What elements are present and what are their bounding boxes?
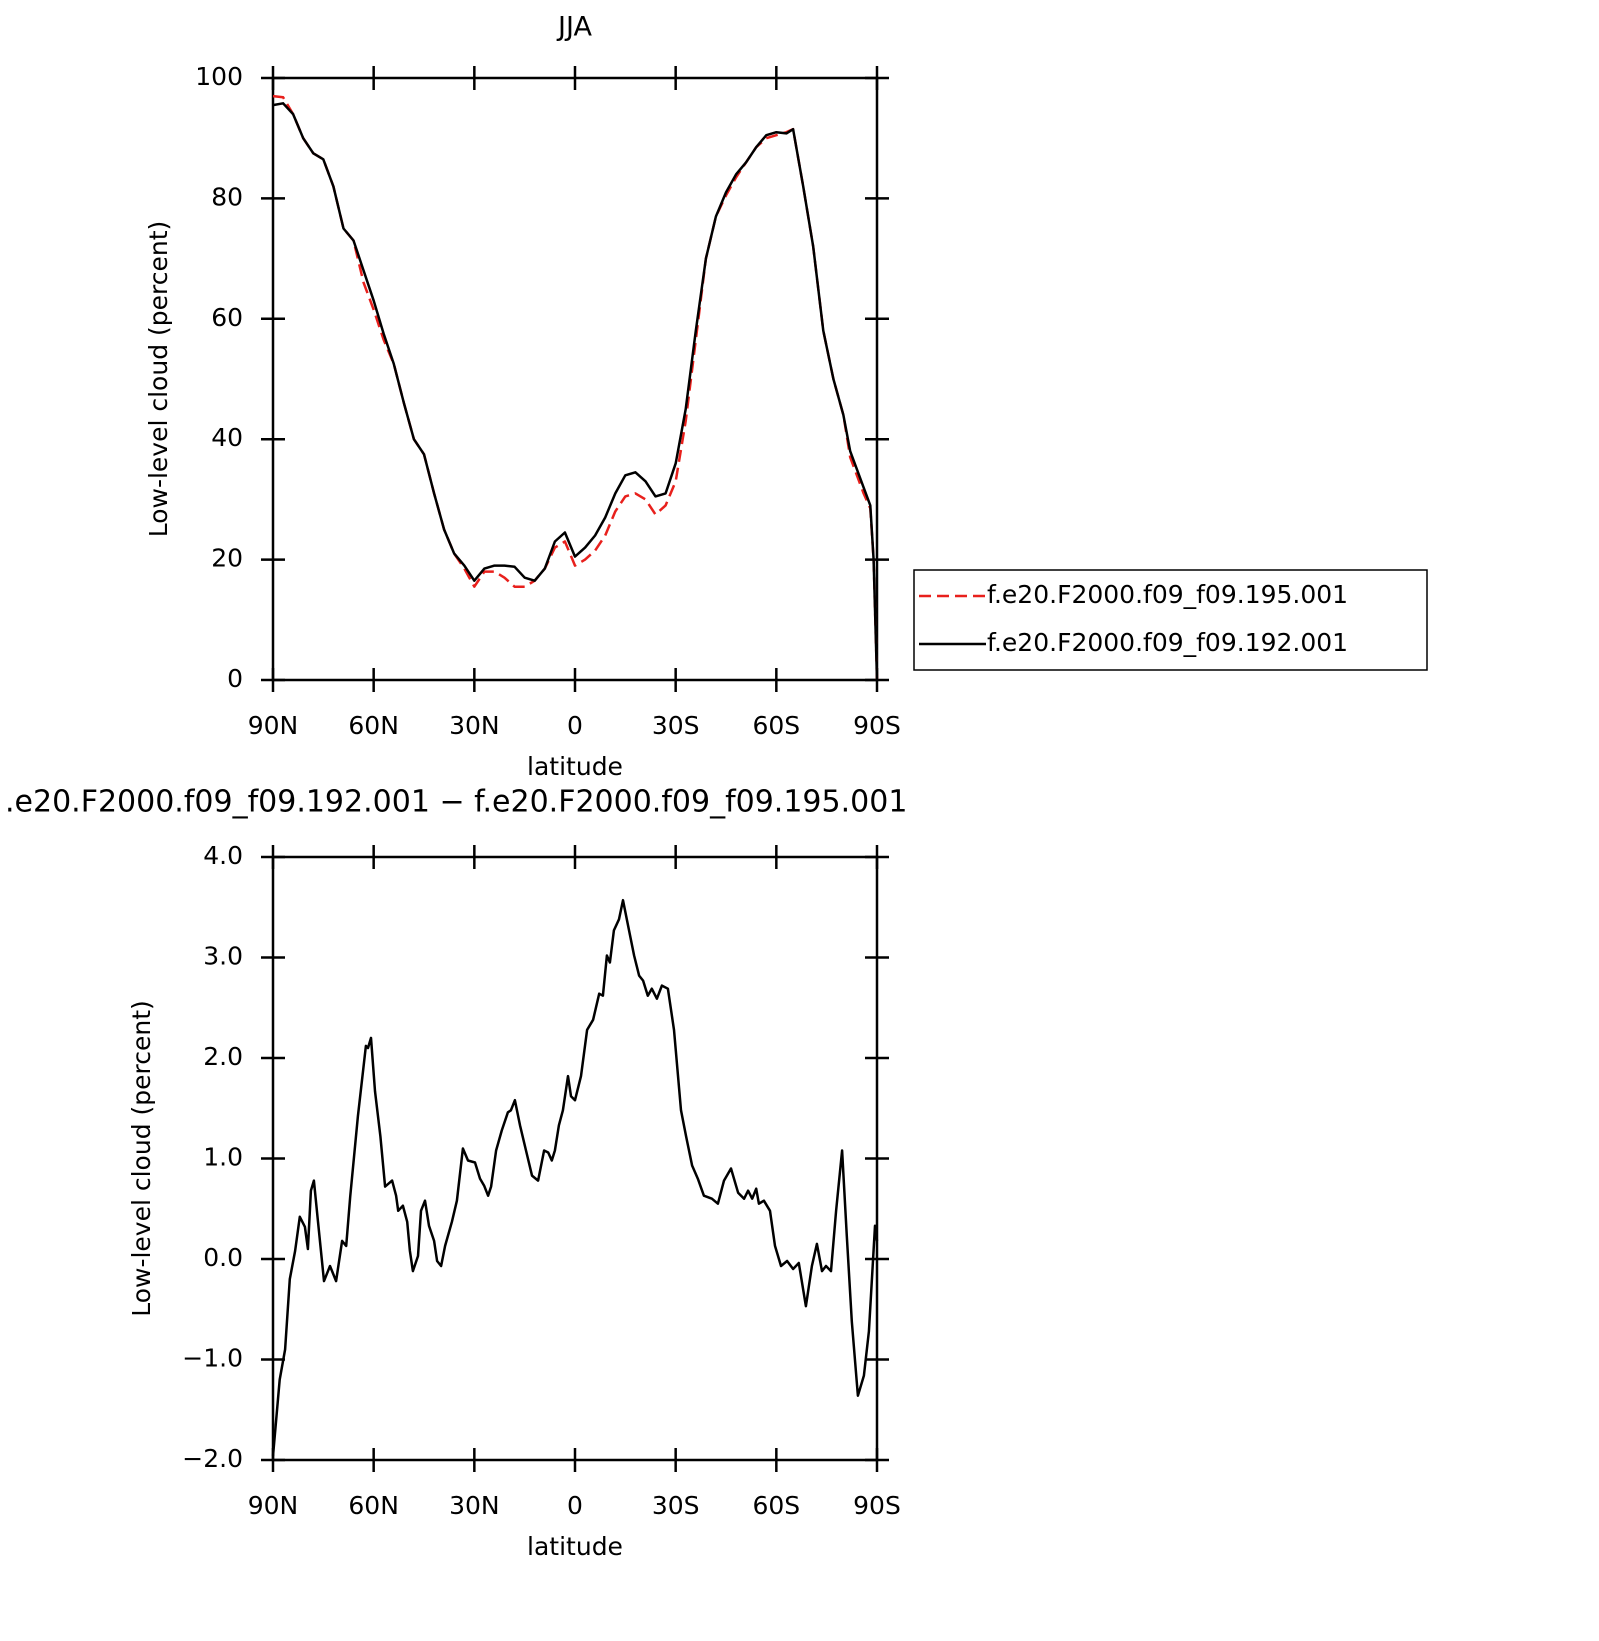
y-tick-label: 80 [211, 182, 243, 211]
legend-label: f.e20.F2000.f09_f09.192.001 [987, 628, 1348, 657]
x-axis-label: latitude [527, 1532, 623, 1561]
y-tick-label: 0.0 [203, 1243, 243, 1272]
chart-title: JJA [556, 12, 592, 43]
x-tick-label: 0 [567, 711, 583, 740]
plot-frame [271, 76, 879, 682]
y-axis-label: Low-level cloud (percent) [144, 221, 173, 538]
x-tick-label: 0 [567, 1491, 583, 1520]
y-tick-label: 1.0 [203, 1143, 243, 1172]
data-line [272, 94, 879, 681]
y-tick-label: 40 [211, 423, 243, 452]
data-line [272, 102, 879, 681]
x-tick-label: 60S [752, 711, 800, 740]
x-tick-label: 90N [248, 711, 299, 740]
x-tick-label: 90S [853, 1491, 901, 1520]
x-tick-label: 90S [853, 711, 901, 740]
x-tick-label: 30S [652, 711, 700, 740]
y-axis-label: Low-level cloud (percent) [127, 1000, 156, 1317]
y-tick-label: 3.0 [203, 942, 243, 971]
y-tick-label: 60 [211, 303, 243, 332]
x-tick-label: 60N [348, 711, 399, 740]
chart-title: .e20.F2000.f09_f09.192.001 − f.e20.F2000… [5, 785, 907, 820]
data-line [271, 898, 879, 1457]
y-tick-label: 20 [211, 544, 243, 573]
y-tick-label: 2.0 [203, 1042, 243, 1071]
legend-label: f.e20.F2000.f09_f09.195.001 [987, 580, 1348, 609]
y-tick-label: 100 [195, 62, 243, 91]
legend-box [913, 569, 1428, 671]
y-tick-label: 0 [227, 664, 243, 693]
y-tick-label: 4.0 [203, 841, 243, 870]
x-tick-label: 30S [652, 1491, 700, 1520]
x-tick-label: 90N [248, 1491, 299, 1520]
x-tick-label: 30N [449, 1491, 500, 1520]
x-tick-label: 60S [752, 1491, 800, 1520]
y-tick-label: −2.0 [182, 1444, 243, 1473]
x-axis-label: latitude [527, 752, 623, 781]
x-tick-label: 30N [449, 711, 500, 740]
plot-frame [271, 855, 879, 1462]
x-tick-label: 60N [348, 1491, 399, 1520]
y-tick-label: −1.0 [182, 1344, 243, 1373]
